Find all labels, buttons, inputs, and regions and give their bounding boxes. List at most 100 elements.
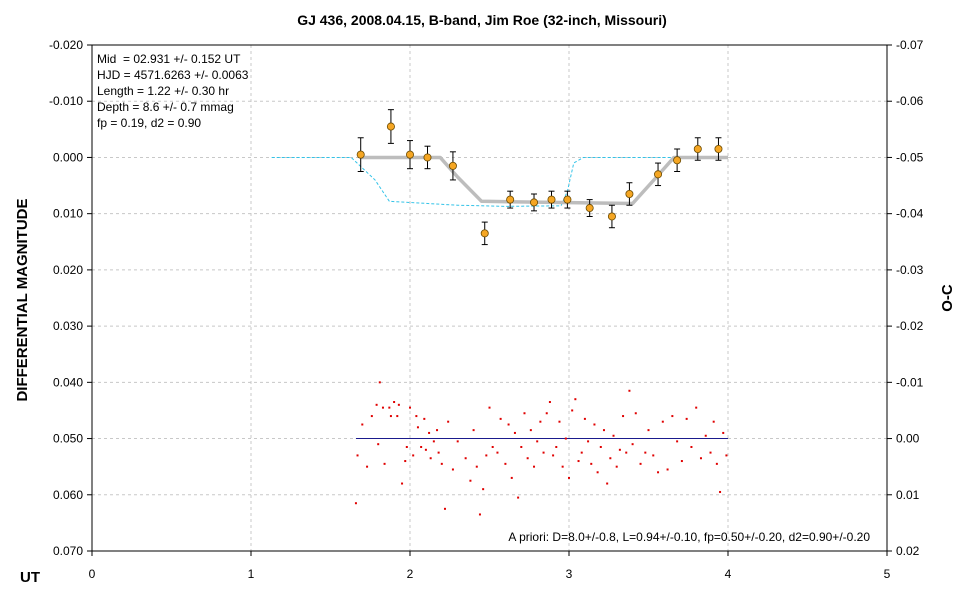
residual-point — [491, 445, 494, 448]
residual-point — [609, 457, 612, 460]
residual-point — [704, 434, 707, 437]
residual-point — [533, 465, 536, 468]
residual-point — [625, 451, 628, 454]
residual-point — [370, 415, 373, 418]
plot-frame — [91, 44, 888, 552]
residual-point — [536, 440, 539, 443]
residual-point — [436, 429, 439, 432]
info-line-hjd: HJD = 4571.6263 +/- 0.0063 — [97, 68, 249, 82]
residual-point — [510, 476, 513, 479]
residual-point — [478, 513, 481, 516]
apriori-note: A priori: D=8.0+/-0.8, L=0.94+/-0.10, fp… — [508, 530, 870, 544]
residual-point — [405, 445, 408, 448]
residual-point — [499, 417, 502, 420]
binned-point — [506, 195, 515, 204]
residual-point — [628, 389, 631, 392]
residual-point — [574, 398, 577, 401]
binned-point — [547, 195, 556, 204]
residual-point — [389, 415, 392, 418]
y2-tick-label: 0.01 — [896, 488, 920, 502]
y-tick-label: -0.010 — [49, 94, 83, 108]
residual-point — [517, 496, 520, 499]
residual-point — [366, 465, 369, 468]
residual-point — [356, 454, 359, 457]
residual-point — [652, 454, 655, 457]
residual-point — [596, 471, 599, 474]
residual-point — [639, 462, 642, 465]
residual-point — [631, 443, 634, 446]
residual-point — [472, 429, 475, 432]
apriori-model-line — [271, 156, 728, 207]
y-tick-label: 0.040 — [53, 375, 83, 389]
residual-point — [432, 440, 435, 443]
residual-point — [661, 420, 664, 423]
residual-point — [482, 488, 485, 491]
y2-tick-label: -0.02 — [896, 319, 924, 333]
x-tick-label: 0 — [89, 567, 96, 581]
residual-point — [558, 420, 561, 423]
residual-point — [485, 454, 488, 457]
residual-point — [685, 417, 688, 420]
gridlines — [92, 45, 887, 551]
binned-point — [563, 195, 572, 204]
x-axis-label: UT — [20, 569, 40, 586]
residual-point — [420, 445, 423, 448]
residual-point — [657, 471, 660, 474]
residual-point — [520, 445, 523, 448]
y2-tick-label: 0.00 — [896, 432, 920, 446]
binned-point — [423, 153, 432, 162]
residual-point — [504, 462, 507, 465]
binned-point — [625, 189, 634, 198]
residual-point — [447, 420, 450, 423]
residual-point — [593, 423, 596, 426]
y-tick-label: 0.050 — [53, 432, 83, 446]
residual-point — [722, 431, 725, 434]
y2-tick-label: -0.07 — [896, 38, 924, 52]
info-line-mid: Mid = 02.931 +/- 0.152 UT — [97, 52, 241, 66]
residual-point — [568, 476, 570, 479]
residual-point — [428, 431, 431, 434]
binned-point — [448, 161, 457, 170]
residual-point — [443, 507, 446, 510]
y2-tick-label: -0.03 — [896, 263, 924, 277]
binned-point — [607, 212, 616, 221]
y-tick-label: 0.060 — [53, 488, 83, 502]
x-tick-label: 1 — [248, 567, 255, 581]
y-axis-label: DIFFERENTIAL MAGNITUDE — [14, 198, 31, 401]
axis-ticks: 0 1 2 3 4 5 -0.020 -0.010 0.000 0.010 0.020 0.030 0.… — [49, 38, 924, 581]
residual-point — [577, 460, 580, 463]
residual-point — [622, 415, 625, 418]
y2-tick-label: -0.01 — [896, 375, 924, 389]
y-tick-label: 0.020 — [53, 263, 83, 277]
y-tick-label: -0.020 — [49, 38, 83, 52]
residual-point — [475, 465, 478, 468]
residual-point — [583, 417, 586, 420]
binned-point — [654, 170, 663, 179]
y-tick-label: 0.000 — [53, 150, 83, 164]
y2-tick-label: -0.06 — [896, 94, 924, 108]
residual-point — [513, 431, 516, 434]
residual-point — [580, 451, 583, 454]
residual-point — [542, 451, 545, 454]
residual-point — [404, 460, 407, 463]
y2-tick-label: -0.05 — [896, 150, 924, 164]
residual-point — [680, 460, 683, 463]
residual-point — [361, 423, 364, 426]
info-line-fp-d2: fp = 0.19, d2 = 0.90 — [97, 116, 201, 130]
residual-point — [415, 415, 418, 418]
residual-point — [423, 417, 426, 420]
x-tick-label: 2 — [407, 567, 414, 581]
residual-point — [571, 409, 574, 412]
chart-title: GJ 436, 2008.04.15, B-band, Jim Roe (32-… — [297, 12, 667, 28]
plot-border — [91, 44, 888, 552]
residual-point — [666, 468, 669, 471]
residual-point — [396, 415, 399, 418]
residual-point — [590, 462, 593, 465]
residual-point — [545, 412, 548, 415]
residual-point — [599, 445, 602, 448]
data-series — [271, 109, 728, 516]
residual-point — [548, 401, 551, 404]
residual-point — [552, 454, 555, 457]
residual-point — [440, 462, 443, 465]
